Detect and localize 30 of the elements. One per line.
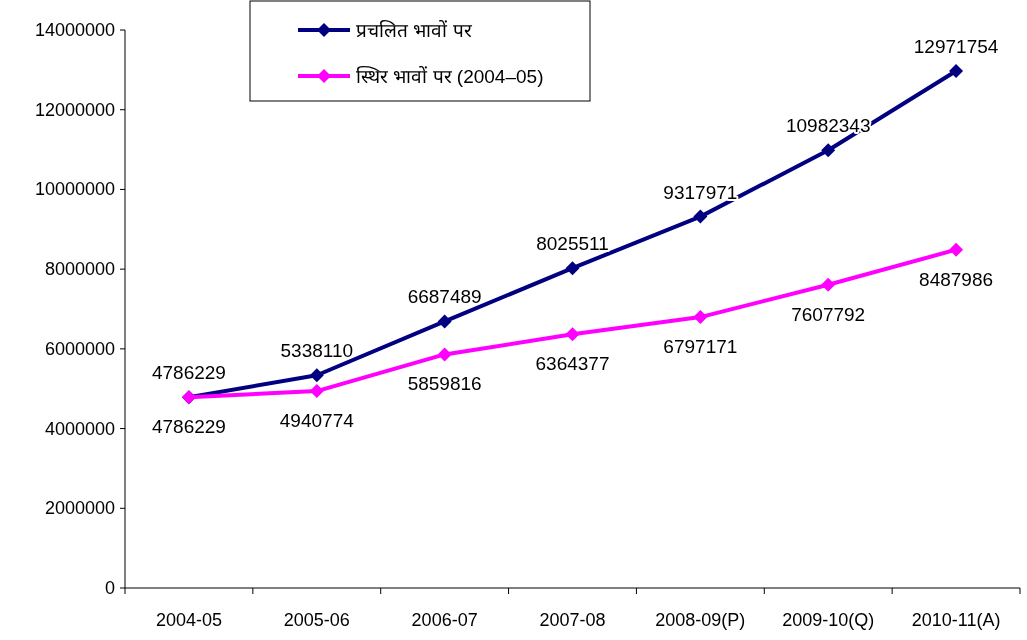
data-label: 7607792 (791, 303, 866, 325)
data-label: 12971754 (913, 35, 999, 57)
y-tick-label: 4000000 (44, 418, 115, 439)
data-label: 9317971 (663, 181, 738, 203)
x-tick-label: 2005-06 (283, 610, 350, 630)
x-tick-label: 2008-09(P) (655, 610, 746, 630)
x-tick-label: 2004-05 (155, 610, 222, 630)
x-tick-label: 2007-08 (539, 610, 606, 630)
data-label: 5338110 (280, 340, 354, 362)
y-tick-label: 8000000 (44, 259, 115, 280)
x-tick-label: 2010-11(A) (911, 610, 1001, 630)
data-label: 4786229 (151, 362, 226, 384)
data-label: 6364377 (535, 353, 610, 375)
y-tick-label: 2000000 (44, 498, 115, 519)
legend-label: प्रचलित भावों पर (356, 19, 473, 41)
y-tick-label: 6000000 (44, 338, 115, 359)
data-label: 4940774 (279, 410, 355, 432)
data-label: 5859816 (407, 373, 482, 395)
data-label: 6687489 (407, 286, 482, 308)
legend-label: स्थिर भावों पर (2004–05) (356, 65, 544, 87)
x-tick-label: 2006-07 (411, 610, 478, 630)
y-tick-label: 0 (104, 578, 115, 598)
data-label: 4786229 (151, 416, 226, 438)
data-label: 8487986 (919, 268, 994, 290)
y-tick-label: 12000000 (34, 99, 115, 120)
data-label: 8025511 (536, 233, 609, 255)
y-tick-label: 14000000 (34, 20, 115, 40)
y-tick-label: 10000000 (34, 179, 115, 200)
data-label: 6797171 (663, 336, 738, 358)
x-tick-label: 2009-10(Q) (782, 610, 875, 630)
